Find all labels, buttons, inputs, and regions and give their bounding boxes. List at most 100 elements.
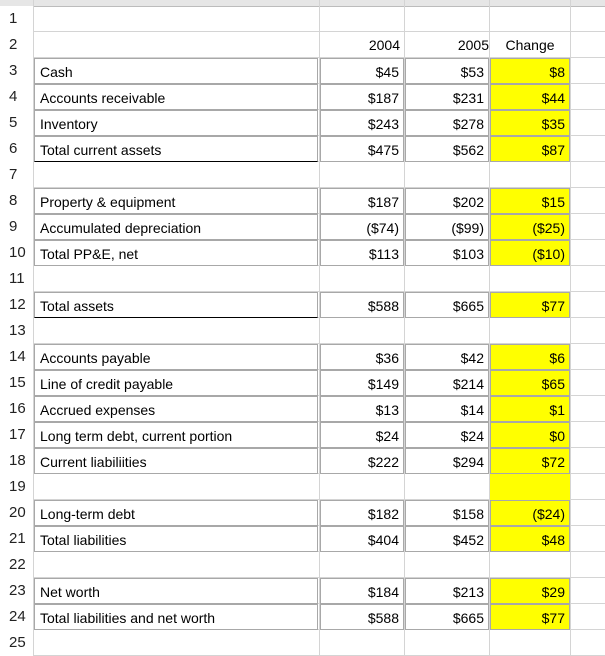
row-header[interactable]: 11 (0, 266, 33, 292)
cell-2005[interactable]: $278 (405, 110, 489, 136)
cell-change[interactable] (490, 162, 570, 188)
cell-label[interactable] (34, 552, 318, 578)
cell-change[interactable]: ($24) (490, 500, 570, 526)
cell-change[interactable] (490, 318, 570, 344)
row-header[interactable]: 25 (0, 630, 33, 656)
cell-change[interactable]: $44 (490, 84, 570, 110)
cell-2005[interactable]: $103 (405, 240, 489, 266)
row-header[interactable]: 1 (0, 6, 33, 32)
cell-change[interactable]: $77 (490, 604, 570, 630)
cell-2005[interactable] (405, 552, 489, 578)
row-header[interactable]: 3 (0, 58, 33, 84)
cell-label[interactable] (34, 32, 318, 58)
cell-change[interactable] (490, 552, 570, 578)
cell-2004[interactable]: $475 (320, 136, 404, 162)
cell-label[interactable]: Total liabilities (34, 526, 318, 552)
cell-2004[interactable]: $243 (320, 110, 404, 136)
cell-change[interactable]: ($25) (490, 214, 570, 240)
cell-change[interactable]: ($10) (490, 240, 570, 266)
cell-2004[interactable]: 2004 (368, 37, 400, 53)
row-header[interactable]: 20 (0, 500, 33, 526)
cell-2005[interactable]: $14 (405, 396, 489, 422)
cell-change[interactable]: $72 (490, 448, 570, 474)
cell-label[interactable]: Net worth (34, 578, 318, 604)
cell-2004[interactable]: ($74) (320, 214, 404, 240)
cell-2004[interactable]: $149 (320, 370, 404, 396)
cell-2005[interactable] (405, 162, 489, 188)
cell-2004[interactable]: $588 (320, 604, 404, 630)
row-header[interactable]: 16 (0, 396, 33, 422)
row-header[interactable]: 18 (0, 448, 33, 474)
row-header[interactable]: 22 (0, 552, 33, 578)
cell-change[interactable]: $65 (490, 370, 570, 396)
cell-change[interactable]: $77 (490, 292, 570, 318)
cell-2005[interactable]: $158 (405, 500, 489, 526)
cell-label[interactable]: Property & equipment (34, 188, 318, 214)
cell-2004[interactable]: $404 (320, 526, 404, 552)
cell-2005[interactable]: $53 (405, 58, 489, 84)
cell-label[interactable]: Total current assets (34, 136, 318, 162)
cell-2004[interactable]: $113 (320, 240, 404, 266)
cell-label[interactable]: Accumulated depreciation (34, 214, 318, 240)
cell-2004[interactable]: $588 (320, 292, 404, 318)
cell-label[interactable] (34, 6, 318, 32)
cell-2005[interactable]: $214 (405, 370, 489, 396)
cell-2004[interactable]: $222 (320, 448, 404, 474)
cell-change[interactable]: $48 (490, 526, 570, 552)
row-header[interactable]: 21 (0, 526, 33, 552)
cell-label[interactable]: Accounts payable (34, 344, 318, 370)
cell-2005[interactable] (405, 474, 489, 500)
cell-2005[interactable]: $452 (405, 526, 489, 552)
cell-2005[interactable]: $42 (405, 344, 489, 370)
cell-2004[interactable]: $182 (320, 500, 404, 526)
row-header[interactable]: 23 (0, 578, 33, 604)
cell-label[interactable] (34, 318, 318, 344)
cell-2004[interactable] (320, 630, 404, 656)
cell-2004[interactable] (320, 266, 404, 292)
row-header[interactable]: 2 (0, 32, 33, 58)
cell-label[interactable]: Current liabiliities (34, 448, 318, 474)
cell-2005[interactable] (405, 318, 489, 344)
cell-2005[interactable]: $562 (405, 136, 489, 162)
cell-2005[interactable]: $24 (405, 422, 489, 448)
cell-2005[interactable]: 2005 (457, 37, 489, 53)
cell-change[interactable]: $8 (490, 58, 570, 84)
cell-label[interactable]: Accrued expenses (34, 396, 318, 422)
row-header[interactable]: 24 (0, 604, 33, 630)
cell-label[interactable]: Line of credit payable (34, 370, 318, 396)
row-header[interactable]: 15 (0, 370, 33, 396)
cell-change[interactable] (490, 630, 570, 656)
cell-change[interactable] (490, 474, 570, 500)
cell-2005[interactable]: $665 (405, 604, 489, 630)
cell-label[interactable]: Long-term debt (34, 500, 318, 526)
cell-label[interactable] (34, 162, 318, 188)
row-header[interactable]: 17 (0, 422, 33, 448)
row-header[interactable]: 9 (0, 214, 33, 240)
cell-change[interactable]: Change (505, 37, 555, 53)
cell-change[interactable]: $15 (490, 188, 570, 214)
cell-label[interactable] (34, 474, 318, 500)
row-header[interactable]: 8 (0, 188, 33, 214)
cell-label[interactable]: Total PP&E, net (34, 240, 318, 266)
cell-2004[interactable]: $187 (320, 84, 404, 110)
cell-2005[interactable] (405, 266, 489, 292)
cell-2005[interactable]: $665 (405, 292, 489, 318)
cell-2004[interactable]: $36 (320, 344, 404, 370)
row-header[interactable]: 5 (0, 110, 33, 136)
row-header[interactable]: 6 (0, 136, 33, 162)
cell-2005[interactable] (405, 6, 489, 32)
cell-label[interactable]: Long term debt, current portion (34, 422, 318, 448)
cell-2005[interactable]: $202 (405, 188, 489, 214)
cell-change[interactable]: $0 (490, 422, 570, 448)
cell-change[interactable]: $1 (490, 396, 570, 422)
row-header[interactable]: 10 (0, 240, 33, 266)
row-header[interactable]: 12 (0, 292, 33, 318)
cell-change[interactable]: $6 (490, 344, 570, 370)
cell-label[interactable]: Total liabilities and net worth (34, 604, 318, 630)
cell-2004[interactable]: $24 (320, 422, 404, 448)
cell-2004[interactable] (320, 162, 404, 188)
cell-label[interactable]: Cash (34, 58, 318, 84)
cell-change[interactable] (490, 266, 570, 292)
cell-label[interactable]: Accounts receivable (34, 84, 318, 110)
row-header[interactable]: 7 (0, 162, 33, 188)
